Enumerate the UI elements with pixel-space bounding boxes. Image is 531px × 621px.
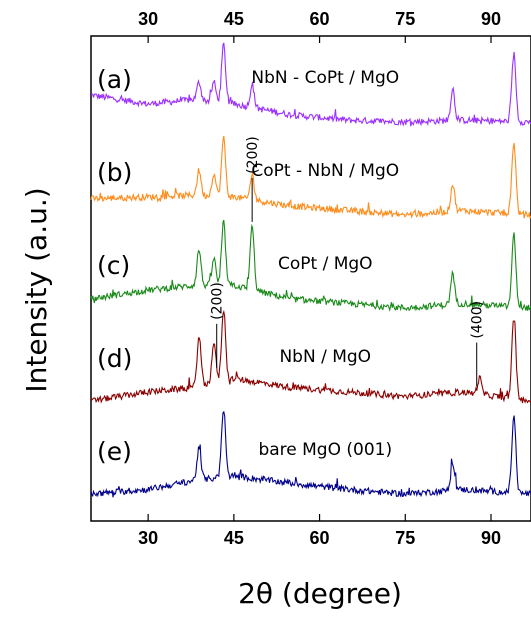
sample-label: bare MgO (001)	[258, 440, 392, 460]
peak-annotation: (200)	[210, 282, 226, 320]
series-layer	[90, 42, 531, 498]
x-tick-label-bottom: 75	[395, 528, 415, 548]
bottom-tick-labels: 30 45 60 75 90	[138, 528, 501, 548]
panel-label: (a)	[97, 65, 132, 94]
sample-label: NbN - CoPt / MgO	[251, 68, 399, 88]
series-line	[90, 135, 531, 220]
sample-label: CoPt / MgO	[278, 254, 373, 274]
plot-frame	[90, 35, 531, 522]
panel-label: (d)	[97, 344, 132, 373]
top-tick-labels: 30 45 60 75 90	[138, 9, 501, 29]
x-tick-label-top: 60	[310, 9, 330, 29]
peak-annotation: (400)	[470, 301, 486, 339]
x-axis-label: 2θ (degree)	[238, 577, 402, 610]
x-tick-label-bottom: 60	[310, 528, 330, 548]
peak-annotation: (200)	[245, 136, 261, 174]
series-line	[90, 219, 531, 312]
x-tick-label-top: 45	[224, 9, 244, 29]
panel-label: (c)	[97, 251, 130, 280]
x-tick-label-bottom: 45	[224, 528, 244, 548]
y-axis-label: Intensity (a.u.)	[20, 187, 53, 392]
x-tick-label-top: 75	[395, 9, 415, 29]
panel-label: (e)	[97, 437, 132, 466]
panel-label: (b)	[97, 158, 132, 187]
tick-marks	[147, 36, 492, 521]
x-tick-label-bottom: 30	[138, 528, 158, 548]
series-line	[90, 309, 531, 404]
label-layer: (a) NbN - CoPt / MgO (b) CoPt - NbN / MgO (c…	[97, 65, 486, 466]
series-line	[90, 410, 531, 498]
x-tick-label-top: 90	[481, 9, 501, 29]
x-tick-label-bottom: 90	[481, 528, 501, 548]
series-line	[90, 42, 531, 127]
x-tick-label-top: 30	[138, 9, 158, 29]
sample-label: NbN / MgO	[279, 347, 371, 367]
sample-label: CoPt - NbN / MgO	[251, 161, 399, 181]
